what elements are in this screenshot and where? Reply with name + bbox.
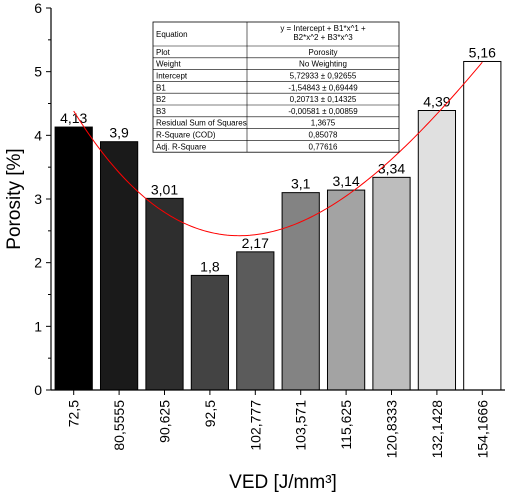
y-axis-ticks: 0 1 2 3 4 5 6: [34, 0, 51, 398]
fit-curve: [73, 61, 483, 237]
stats-key: B3: [156, 107, 166, 116]
stats-value: -1,54843 ± 0,69449: [288, 83, 358, 92]
x-axis-title: VED [J/mm³]: [229, 472, 337, 493]
y-tick-label: 2: [34, 255, 42, 271]
value-label: 3,01: [151, 181, 178, 197]
value-label: 3,14: [332, 173, 359, 189]
stats-key: Equation: [156, 30, 188, 39]
axes: [50, 8, 505, 391]
stats-value: No Weighting: [299, 60, 347, 69]
x-tick-label: 102,777: [247, 400, 263, 451]
bar: [190, 274, 230, 391]
stats-value: -0,00581 ± 0,00859: [288, 107, 358, 116]
stats-value: 0,77616: [309, 142, 338, 151]
value-label: 3,1: [291, 176, 311, 192]
bar: [54, 126, 93, 391]
y-tick-label: 4: [34, 127, 42, 143]
stats-equation-line: B2*x^2 + B3*x^3: [293, 33, 353, 42]
value-label: 2,17: [242, 235, 269, 251]
stats-value: 0,85078: [309, 131, 338, 140]
x-axis-ticks: 72,5 80,5555 90,625 92,5 102,777 103,571 115,6…: [66, 390, 490, 459]
x-tick-label: 90,625: [157, 400, 173, 443]
x-tick-label: 80,5555: [111, 400, 127, 451]
stats-key: Residual Sum of Squares: [156, 119, 247, 128]
stats-key: Plot: [156, 48, 171, 57]
stats-value: 5,72933 ± 0,92655: [290, 72, 357, 81]
value-label: 1,8: [200, 258, 220, 274]
y-tick-label: 5: [34, 64, 42, 80]
value-labels: 4,13 3,9 3,01 1,8 2,17 3,1 3,14 3,34 4,39 5,16: [60, 44, 496, 274]
x-tick-label: 120,8333: [384, 400, 400, 459]
bar: [372, 176, 411, 391]
stats-value: 1,3675: [311, 119, 336, 128]
stats-key: Intercept: [156, 72, 188, 81]
stats-equation-line: y = Intercept + B1*x^1 +: [280, 24, 366, 33]
bar: [236, 251, 275, 391]
fit-statistics-table: Equation y = Intercept + B1*x^1 + B2*x^2 +…: [152, 21, 400, 153]
x-tick-label: 72,5: [66, 400, 82, 427]
stats-key: R-Square (COD): [156, 131, 216, 140]
stats-equation: y = Intercept + B1*x^1 + B2*x^2 + B3*x^3: [280, 24, 366, 42]
polynomial-fit: [73, 61, 483, 237]
x-tick-label: 132,1428: [429, 400, 445, 459]
y-tick-label: 1: [34, 318, 42, 334]
x-tick-label: 103,571: [293, 400, 309, 451]
bar: [463, 60, 502, 391]
bars: [54, 60, 502, 391]
x-tick-label: 115,625: [338, 400, 354, 450]
value-label: 5,16: [469, 44, 496, 60]
y-tick-label: 3: [34, 191, 42, 207]
stats-table-frame: [152, 21, 400, 153]
bar: [99, 141, 139, 391]
value-label: 4,39: [423, 94, 450, 110]
value-label: 3,34: [378, 160, 405, 176]
stats-value: 0,20713 ± 0,14325: [290, 95, 357, 104]
stats-key: Adj. R-Square: [156, 142, 207, 151]
bar: [326, 189, 366, 391]
y-axis-title: Porosity [%]: [4, 148, 25, 249]
x-tick-label: 154,1666: [474, 400, 490, 459]
stats-key: B2: [156, 95, 166, 104]
stats-key: B1: [156, 83, 166, 92]
x-tick-label: 92,5: [202, 400, 218, 427]
value-label: 3,9: [109, 125, 129, 141]
value-label: 4,13: [60, 110, 87, 126]
y-tick-label: 6: [34, 0, 42, 16]
stats-key: Weight: [156, 60, 182, 69]
bar: [145, 197, 184, 391]
stats-value: Porosity: [309, 48, 338, 57]
bar: [417, 110, 457, 391]
y-tick-label: 0: [34, 382, 42, 398]
